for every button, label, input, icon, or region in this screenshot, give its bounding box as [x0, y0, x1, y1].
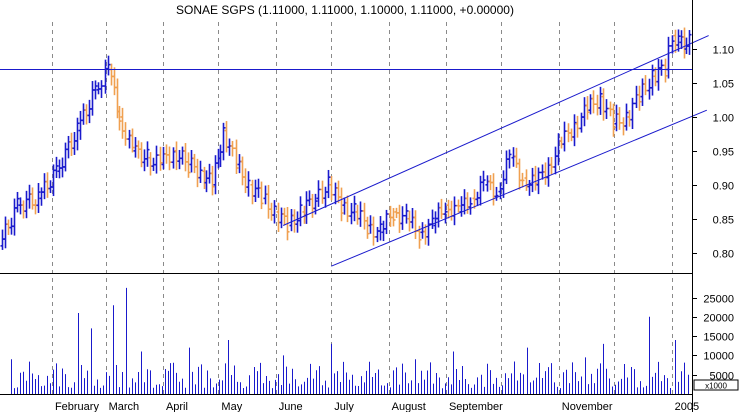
volume-tick-label: 10000 — [703, 351, 734, 363]
x-axis: February March April May June July August Septe… — [55, 401, 699, 412]
x-tick-label: April — [166, 401, 188, 412]
volume-unit-box — [693, 379, 739, 391]
price-tick-label: 0.90 — [713, 181, 734, 193]
x-tick-label: June — [279, 401, 303, 412]
price-tick-label: 1.05 — [713, 79, 734, 91]
x-tick-label: September — [449, 401, 503, 412]
volume-tick-label: 20000 — [703, 313, 734, 325]
price-tick-label: 0.85 — [713, 215, 734, 227]
x-tick-label: August — [392, 401, 426, 412]
chart-title: SONAE SGPS (1.11000, 1.11000, 1.10000, 1… — [176, 3, 514, 17]
grid-layer — [52, 22, 673, 394]
x-tick-label: May — [221, 401, 242, 412]
chart-frame — [0, 0, 693, 412]
x-tick-label: July — [334, 401, 354, 412]
trendline — [282, 35, 709, 226]
price-tick-label: 1.00 — [713, 113, 734, 125]
volume-tick-label: 25000 — [703, 294, 734, 306]
price-axis: 0.80 0.85 0.90 0.95 1.00 1.05 1.10 — [692, 45, 734, 261]
price-tick-label: 0.80 — [713, 249, 734, 261]
volume-tick-label: 15000 — [703, 332, 734, 344]
x-tick-label: March — [109, 401, 140, 412]
price-tick-label: 0.95 — [713, 147, 734, 159]
trendlines — [0, 35, 709, 267]
trendline — [331, 109, 707, 267]
volume-bars — [11, 287, 689, 394]
x-tick-label: 2005 — [675, 401, 699, 412]
price-tick-label: 1.10 — [713, 45, 734, 57]
volume-unit-label: x1000 — [705, 382, 727, 391]
x-tick-label: November — [562, 401, 613, 412]
price-bars — [0, 27, 692, 250]
x-tick-label: February — [55, 401, 100, 412]
